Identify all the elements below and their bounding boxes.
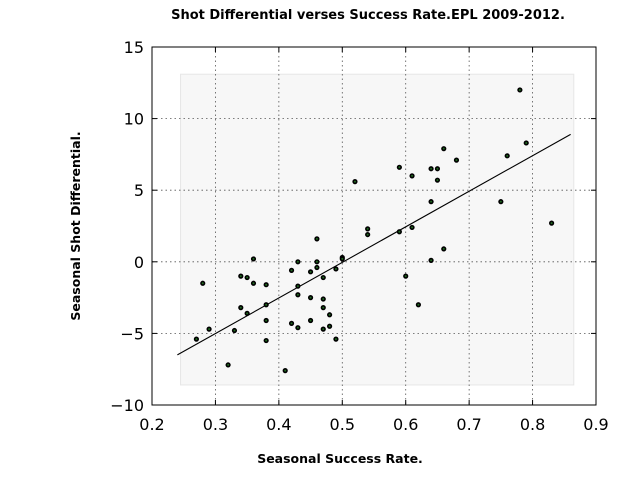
data-point <box>314 236 320 242</box>
data-point <box>263 282 269 288</box>
x-tick-label: 0.7 <box>456 415 481 434</box>
data-point <box>250 256 257 262</box>
y-tick-label: 15 <box>124 38 144 57</box>
data-point <box>523 140 529 146</box>
fit-line-layer <box>177 133 571 356</box>
data-point <box>434 177 441 183</box>
data-point <box>250 280 257 286</box>
confidence-band-layer <box>180 73 575 386</box>
data-point <box>428 199 434 205</box>
data-point <box>415 302 422 308</box>
shaded-band <box>180 73 575 386</box>
data-point <box>409 224 415 231</box>
data-point <box>320 274 326 281</box>
data-point <box>333 266 339 272</box>
x-tick-label: 0.5 <box>330 415 355 434</box>
regression-line <box>177 133 571 356</box>
data-point <box>441 146 447 152</box>
data-point <box>295 325 301 331</box>
x-tick-label: 0.4 <box>266 415 291 434</box>
grid-layer <box>152 47 596 405</box>
data-point <box>428 257 434 263</box>
chart-title: Shot Differential verses Success Rate.EP… <box>171 8 565 23</box>
data-point <box>200 280 206 286</box>
data-point <box>441 246 447 252</box>
data-point <box>288 320 295 326</box>
data-point <box>295 292 301 298</box>
data-point <box>320 305 326 311</box>
data-point <box>225 362 231 368</box>
data-point <box>314 264 320 271</box>
data-point <box>327 323 333 329</box>
data-point <box>193 336 199 342</box>
data-point <box>504 153 510 159</box>
data-point <box>548 220 555 226</box>
data-point <box>403 273 409 279</box>
data-point <box>307 295 314 301</box>
data-point <box>244 274 250 281</box>
data-point <box>498 199 504 205</box>
x-tick-label: 0.9 <box>583 415 608 434</box>
data-point <box>517 87 523 93</box>
y-tick-label: 5 <box>134 181 144 200</box>
plot-frame <box>151 46 597 406</box>
data-point <box>295 283 301 289</box>
data-point <box>238 305 244 311</box>
y-tick-label: −5 <box>120 324 144 343</box>
data-point <box>206 326 212 332</box>
x-tick-label: 0.3 <box>203 415 228 434</box>
y-tick-label: 10 <box>124 110 144 129</box>
axis-ticks: 0.2 0.3 0.4 0.5 0.6 0.7 0.8 0.9 −10 −5 0 5 10 15 <box>110 38 608 434</box>
y-tick-label: −10 <box>110 396 144 415</box>
data-point <box>263 302 269 308</box>
x-tick-label: 0.2 <box>139 415 164 434</box>
data-point <box>282 368 288 374</box>
data-point <box>365 231 371 238</box>
data-point <box>365 226 371 232</box>
data-point <box>244 310 250 316</box>
y-axis-label: Seasonal Shot Differential. <box>68 131 83 320</box>
data-point <box>288 267 295 273</box>
data-point <box>320 326 326 332</box>
data-point <box>295 259 301 265</box>
data-point <box>314 259 320 265</box>
data-point <box>238 273 244 279</box>
data-point <box>307 317 314 324</box>
y-tick-label: 0 <box>134 253 144 272</box>
data-point <box>333 336 339 342</box>
x-axis-label: Seasonal Success Rate. <box>257 451 423 466</box>
data-point <box>320 296 326 302</box>
data-point <box>409 173 415 179</box>
data-point <box>231 327 238 334</box>
data-point <box>396 164 402 170</box>
data-point <box>327 312 333 318</box>
data-point <box>428 166 434 172</box>
data-points <box>193 87 555 374</box>
data-point <box>434 166 441 172</box>
data-point <box>396 229 402 235</box>
x-tick-label: 0.6 <box>393 415 418 434</box>
data-point <box>263 337 269 344</box>
x-tick-label: 0.8 <box>520 415 545 434</box>
data-point <box>339 256 345 262</box>
data-point <box>352 179 358 185</box>
data-point <box>263 317 269 324</box>
data-point <box>307 269 314 275</box>
data-point <box>453 157 460 163</box>
